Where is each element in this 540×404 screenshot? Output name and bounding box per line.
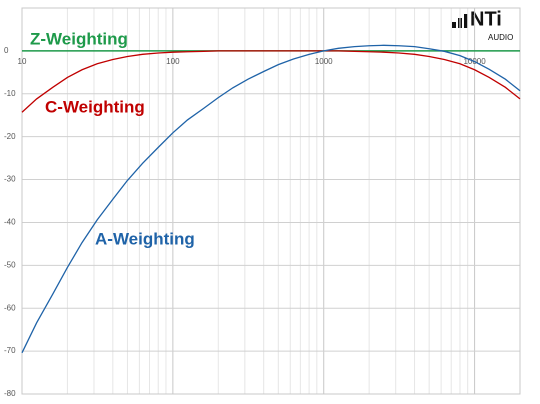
- series-label: Z-Weighting: [30, 29, 128, 48]
- logo: NTi AUDIO: [452, 8, 513, 42]
- y-tick-label: -10: [4, 89, 16, 98]
- y-tick-label: 0: [4, 46, 9, 55]
- series-label: A-Weighting: [95, 229, 195, 248]
- x-tick-label: 10: [18, 57, 27, 66]
- y-tick-label: -70: [4, 346, 16, 355]
- logo-name: NTi: [470, 8, 502, 30]
- y-tick-label: -20: [4, 132, 16, 141]
- x-tick-label: 1000: [315, 57, 333, 66]
- series-line: [21, 50, 521, 113]
- series-label: C-Weighting: [45, 97, 145, 116]
- y-tick-label: -50: [4, 260, 16, 269]
- logo-subtitle: AUDIO: [488, 33, 513, 42]
- y-tick-label: -80: [4, 389, 16, 398]
- logo-bar: [464, 14, 468, 28]
- y-tick-label: -40: [4, 218, 16, 227]
- x-tick-label: 100: [166, 57, 180, 66]
- series-line: [21, 44, 521, 354]
- logo-bar: [452, 22, 456, 28]
- plot-border: [21, 7, 521, 395]
- y-tick-label: -30: [4, 175, 16, 184]
- y-tick-label: -60: [4, 303, 16, 312]
